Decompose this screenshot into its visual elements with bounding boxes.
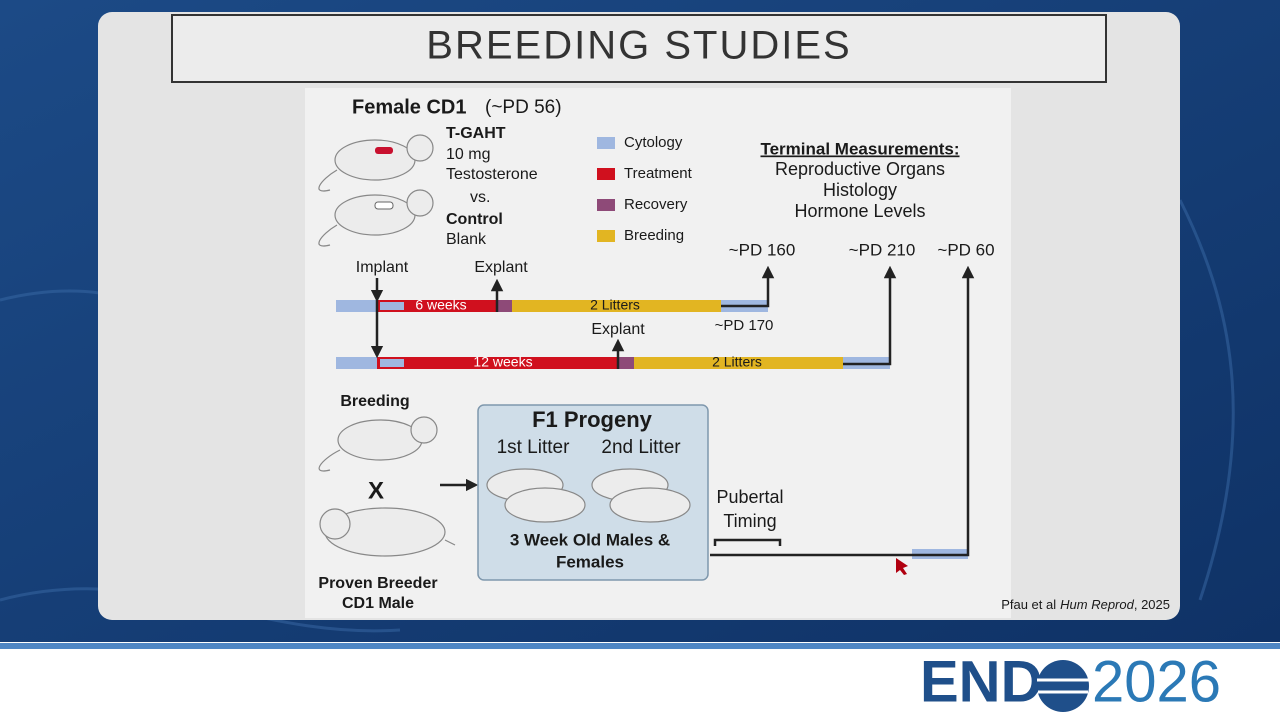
progeny-box (477, 404, 709, 581)
timepoint: ~PD 60 (937, 240, 994, 259)
timepoint: ~PD 160 (729, 240, 796, 259)
group-drug: Testosterone (446, 166, 538, 183)
citation-journal: Hum Reprod (1060, 597, 1134, 612)
litter-label: 2nd Litter (601, 437, 681, 458)
group-dose: 10 mg (446, 146, 490, 163)
female-label: Female CD1 (352, 96, 467, 118)
breeding-label: Breeding (340, 393, 409, 410)
title-box (171, 14, 1107, 83)
legend-label: Cytology (624, 134, 683, 151)
logo-globe (1037, 660, 1089, 712)
pubertal-label: Pubertal (716, 487, 783, 507)
progeny-title: F1 Progeny (532, 407, 653, 432)
logo-left: END (920, 649, 1042, 714)
group-control: Control (446, 211, 503, 228)
legend: Cytology Treatment Recovery Breeding (597, 134, 693, 244)
timepoint: ~PD 170 (715, 317, 774, 334)
bar-label: 2 Litters (590, 297, 640, 313)
cross: X (368, 477, 384, 504)
litter-label: 1st Litter (497, 437, 571, 458)
bar-label: 12 weeks (473, 354, 532, 370)
citation-year: , 2025 (1134, 597, 1170, 612)
legend-swatch (597, 199, 615, 211)
explant-label: Explant (474, 259, 528, 276)
bar-label: 2 Litters (712, 354, 762, 370)
progeny-desc: Females (556, 552, 624, 571)
bar-label: 6 weeks (415, 297, 466, 313)
legend-swatch (597, 137, 615, 149)
legend-swatch (597, 230, 615, 242)
citation-authors: Pfau et al (1001, 597, 1056, 612)
group-treated: T-GAHT (446, 125, 506, 142)
terminal-item: Histology (823, 180, 897, 200)
group-control-detail: Blank (446, 231, 487, 248)
terminal-heading: Terminal Measurements: (760, 139, 959, 158)
legend-label: Breeding (624, 227, 684, 244)
timepoint: ~PD 210 (849, 240, 916, 259)
legend-label: Recovery (624, 196, 688, 213)
terminal-item: Hormone Levels (794, 201, 925, 221)
group-versus: vs. (470, 189, 490, 206)
terminal-item: Reproductive Organs (775, 159, 945, 179)
implant-label: Implant (356, 259, 409, 276)
male-label: CD1 Male (342, 595, 414, 612)
legend-swatch (597, 168, 615, 180)
progeny-desc: 3 Week Old Males & (510, 530, 670, 549)
citation: Pfau et al Hum Reprod, 2025 (1001, 597, 1170, 612)
title: BREEDING STUDIES (426, 24, 851, 68)
female-age: (~PD 56) (485, 97, 562, 118)
logo-right: 2026 (1092, 649, 1221, 714)
pubertal-label: Timing (723, 511, 776, 531)
explant-label: Explant (591, 321, 645, 338)
legend-label: Treatment (624, 165, 693, 182)
male-label: Proven Breeder (318, 575, 437, 592)
